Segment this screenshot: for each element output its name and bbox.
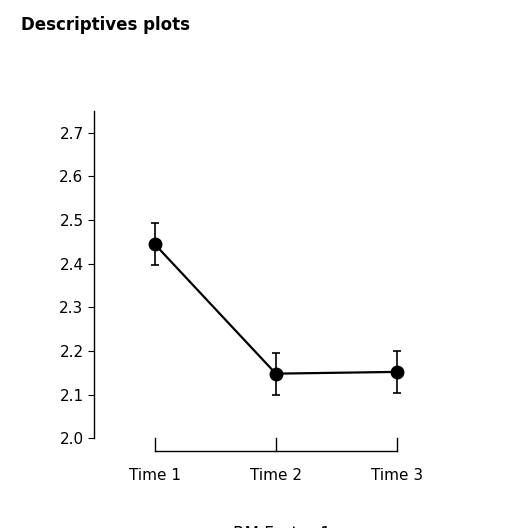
X-axis label: RM Factor 1: RM Factor 1: [233, 525, 331, 528]
Text: Descriptives plots: Descriptives plots: [21, 16, 190, 34]
